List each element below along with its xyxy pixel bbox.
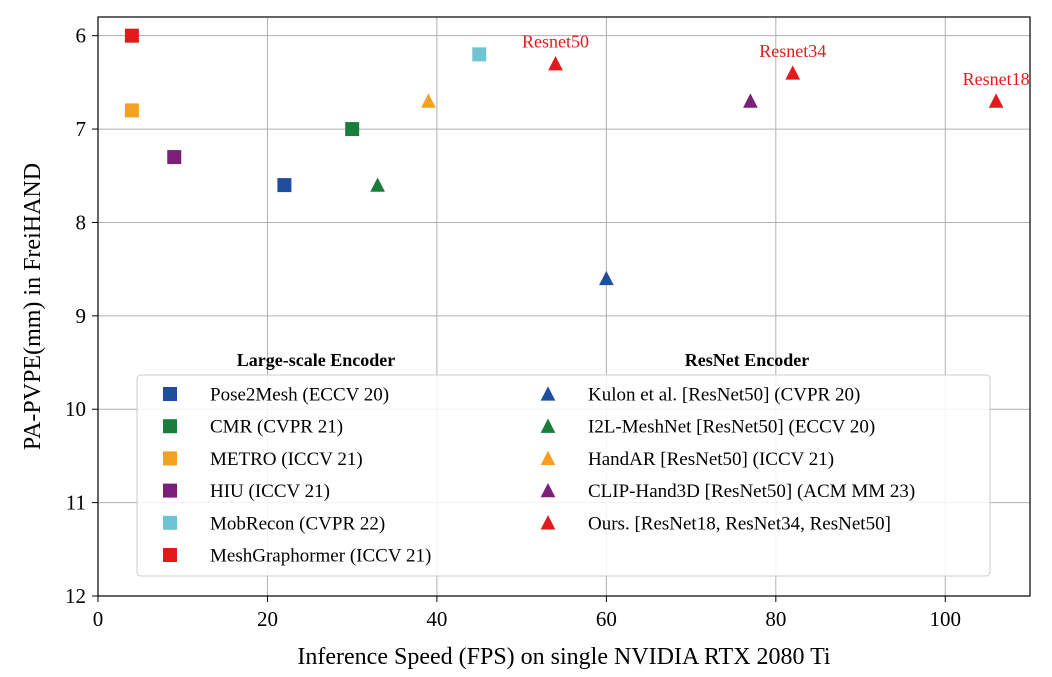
legend-box: [136, 374, 991, 577]
legend-entry-label: HIU (ICCV 21): [210, 481, 330, 502]
x-tick-label: 40: [426, 607, 447, 631]
x-tick-label: 60: [596, 607, 617, 631]
legend-group-title: ResNet Encoder: [685, 350, 809, 370]
x-axis-ticks: 0 20 40 60 80 100: [93, 596, 961, 631]
legend-entry-label: MeshGraphormer (ICCV 21): [210, 546, 431, 567]
legend-marker: [163, 419, 177, 434]
legend-marker: [163, 387, 177, 401]
legend-entry-label: MobRecon (CVPR 22): [210, 513, 385, 534]
y-tick-label: 8: [76, 210, 87, 234]
x-tick-label: 80: [765, 607, 786, 631]
y-axis-label: PA-PVPE(mm) in FreiHAND: [20, 163, 46, 450]
data-point: [743, 93, 758, 108]
x-axis-label: Inference Speed (FPS) on single NVIDIA R…: [297, 644, 831, 670]
y-tick-label: 9: [76, 304, 87, 328]
legend-entry-label: Kulon et al. [ResNet50] (CVPR 20): [588, 385, 860, 406]
legend-entry-label: HandAR [ResNet50] (ICCV 21): [588, 449, 834, 470]
legend-marker: [540, 515, 556, 530]
legend-marker: [163, 515, 177, 530]
data-point: [124, 28, 139, 43]
legend-marker: [540, 482, 556, 498]
plot-frame: [97, 16, 1031, 597]
y-tick-label: 7: [76, 117, 87, 141]
legend-entry-label: I2L-MeshNet [ResNet50] (ECCV 20): [588, 417, 875, 438]
legend-marker: [163, 548, 177, 562]
legend-group-title: Large-scale Encoder: [237, 350, 395, 370]
legend-entry-label: Pose2Mesh (ECCV 20): [210, 385, 389, 406]
annotations: Resnet50 Resnet34 Resnet18: [522, 32, 1030, 89]
legend-entry-label: CMR (CVPR 21): [210, 417, 343, 438]
legend-marker: [540, 418, 556, 433]
data-point: [345, 122, 360, 137]
legend-entry-label: METRO (ICCV 21): [210, 449, 363, 470]
legend-entry-label: CLIP-Hand3D [ResNet50] (ACM MM 23): [588, 481, 915, 502]
y-tick-label: 12: [65, 584, 86, 608]
x-tick-label: 20: [257, 607, 278, 631]
data-point: [785, 65, 801, 80]
y-tick-label: 11: [66, 491, 86, 515]
data-point: [548, 56, 563, 71]
legend-entry-label: Ours. [ResNet18, ResNet34, ResNet50]: [588, 513, 891, 534]
data-points: [124, 28, 1004, 286]
y-tick-label: 6: [76, 24, 87, 48]
data-point: [277, 178, 292, 193]
point-annotation: Resnet34: [759, 41, 826, 61]
data-point: [472, 47, 487, 62]
data-point: [167, 150, 182, 165]
data-point: [599, 270, 614, 286]
legend-marker: [540, 386, 556, 401]
point-annotation: Resnet50: [522, 32, 589, 52]
point-annotation: Resnet18: [963, 69, 1030, 89]
legend-marker: [540, 450, 556, 466]
x-tick-label: 100: [930, 607, 962, 631]
y-tick-label: 10: [65, 397, 86, 421]
data-point: [421, 93, 436, 108]
data-point: [370, 177, 385, 192]
legend-marker: [163, 451, 177, 466]
legend: Large-scale Encoder Pose2Mesh (ECCV 20) CM…: [136, 350, 991, 577]
x-tick-label: 0: [93, 607, 104, 631]
y-axis-ticks: 6 7 8 9 10 11 12: [65, 24, 98, 608]
legend-marker: [163, 483, 177, 498]
data-point: [988, 93, 1004, 108]
data-point: [124, 103, 139, 118]
